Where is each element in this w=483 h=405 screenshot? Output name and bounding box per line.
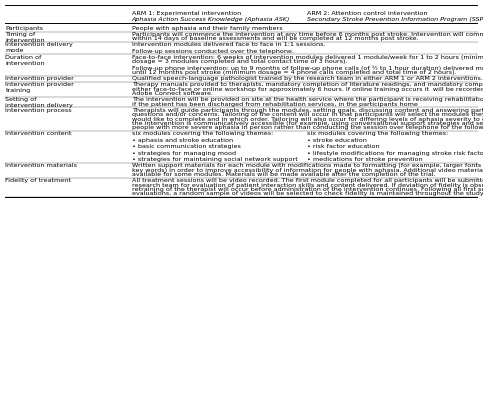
Text: research team for evaluation of patient interaction skills and content delivered: research team for evaluation of patient … <box>132 183 483 188</box>
Text: Setting of
intervention delivery: Setting of intervention delivery <box>5 97 73 108</box>
Text: evaluations, a random sample of videos will be selected to check fidelity is mai: evaluations, a random sample of videos w… <box>132 192 483 196</box>
Text: Intervention provider: Intervention provider <box>5 76 74 81</box>
Text: People with aphasia and their family members: People with aphasia and their family mem… <box>132 26 282 31</box>
Text: Secondary Stroke Prevention Information Program (SSPIP): Secondary Stroke Prevention Information … <box>307 17 483 22</box>
Text: if the patient has been discharged from rehabilitation services, in the particip: if the patient has been discharged from … <box>132 102 418 107</box>
Text: Participants: Participants <box>5 26 43 31</box>
Text: The intervention will be provided on site at the health service where the partic: The intervention will be provided on sit… <box>132 97 483 102</box>
Text: Intervention delivery
mode: Intervention delivery mode <box>5 43 73 53</box>
Text: Follow-up phone intervention: up to 9 months of follow-up phone calls (of ½ to 1: Follow-up phone intervention: up to 9 mo… <box>132 66 483 71</box>
Text: until 12 months post stroke (minimum dosage = 4 phone calls completed and total : until 12 months post stroke (minimum dos… <box>132 70 456 75</box>
Text: Face-to-face intervention: 6 weeks of intervention modules delivered 1 module/we: Face-to-face intervention: 6 weeks of in… <box>132 55 483 60</box>
Text: • risk factor education: • risk factor education <box>307 144 380 149</box>
Text: • lifestyle modifications for managing stroke risk factors: • lifestyle modifications for managing s… <box>307 151 483 156</box>
Text: Intervention materials: Intervention materials <box>5 163 77 168</box>
Text: • aphasia and stroke education: • aphasia and stroke education <box>132 138 233 143</box>
Text: ARM 2: Attention control intervention: ARM 2: Attention control intervention <box>307 11 427 16</box>
Text: retraining of the therapist will occur before administration of the intervention: retraining of the therapist will occur b… <box>132 187 483 192</box>
Text: Timing of
intervention: Timing of intervention <box>5 32 45 43</box>
Text: Aphasia Action Success Knowledge (Aphasia ASK): Aphasia Action Success Knowledge (Aphasi… <box>132 17 290 22</box>
Text: Qualified speech-language pathologist trained by the research team in either ARM: Qualified speech-language pathologist tr… <box>132 76 483 81</box>
Text: within 14 days of baseline assessments and will be completed at 12 months post s: within 14 days of baseline assessments a… <box>132 36 418 41</box>
Text: Written support materials for each module with modifications made to formatting : Written support materials for each modul… <box>132 163 483 168</box>
Text: Therapists will guide participants through the modules, setting goals, discussin: Therapists will guide participants throu… <box>132 108 483 113</box>
Text: six modules covering the following themes:: six modules covering the following theme… <box>132 132 273 136</box>
Text: ARM 1: Experimental intervention: ARM 1: Experimental intervention <box>132 11 241 16</box>
Text: people with more severe aphasia in person rather than conducting the session ove: people with more severe aphasia in perso… <box>132 126 483 130</box>
Text: Intervention content: Intervention content <box>5 132 71 136</box>
Text: All treatment sessions will be video recorded. The first module completed for al: All treatment sessions will be video rec… <box>132 178 483 183</box>
Text: • strategies for managing mood: • strategies for managing mood <box>132 151 236 156</box>
Text: the intervention is communicatively accessible (for example, using conversationa: the intervention is communicatively acce… <box>132 121 483 126</box>
Text: would like to complete and in which order. Tailoring will also occur for differi: would like to complete and in which orde… <box>132 117 483 121</box>
Text: available for some modules. Materials will be made available after the completio: available for some modules. Materials wi… <box>132 172 435 177</box>
Text: six modules covering the following themes:: six modules covering the following theme… <box>307 132 448 136</box>
Text: • basic communication strategies: • basic communication strategies <box>132 144 241 149</box>
Text: Intervention modules delivered face to face in 1:1 sessions.: Intervention modules delivered face to f… <box>132 43 325 47</box>
Text: questions and/or concerns. Tailoring of the content will occur in that participa: questions and/or concerns. Tailoring of … <box>132 112 483 117</box>
Text: Follow-up sessions conducted over the telephone.: Follow-up sessions conducted over the te… <box>132 49 294 54</box>
Text: Adobe Connect software.: Adobe Connect software. <box>132 91 213 96</box>
Text: Duration of
intervention: Duration of intervention <box>5 55 45 66</box>
Text: Intervention provider
training: Intervention provider training <box>5 82 74 93</box>
Text: either face-to-face or online workshop for approximately 6 hours. If online trai: either face-to-face or online workshop f… <box>132 87 483 92</box>
Text: Intervention process: Intervention process <box>5 108 72 113</box>
Text: dosage = 3 modules completed and total contact time of 3 hours).: dosage = 3 modules completed and total c… <box>132 59 347 64</box>
Text: Fidelity of treatment: Fidelity of treatment <box>5 178 71 183</box>
Text: Therapy manuals provided to therapists, mandatory completion of literature readi: Therapy manuals provided to therapists, … <box>132 82 483 87</box>
Text: key words) in order to improve accessibility of information for people with apha: key words) in order to improve accessibi… <box>132 168 483 173</box>
Text: • medications for stroke prevention: • medications for stroke prevention <box>307 157 423 162</box>
Text: • stroke education: • stroke education <box>307 138 367 143</box>
Text: • strategies for maintaining social network support: • strategies for maintaining social netw… <box>132 157 298 162</box>
Text: Participants will commence the intervention at any time before 6 months post str: Participants will commence the intervent… <box>132 32 483 37</box>
